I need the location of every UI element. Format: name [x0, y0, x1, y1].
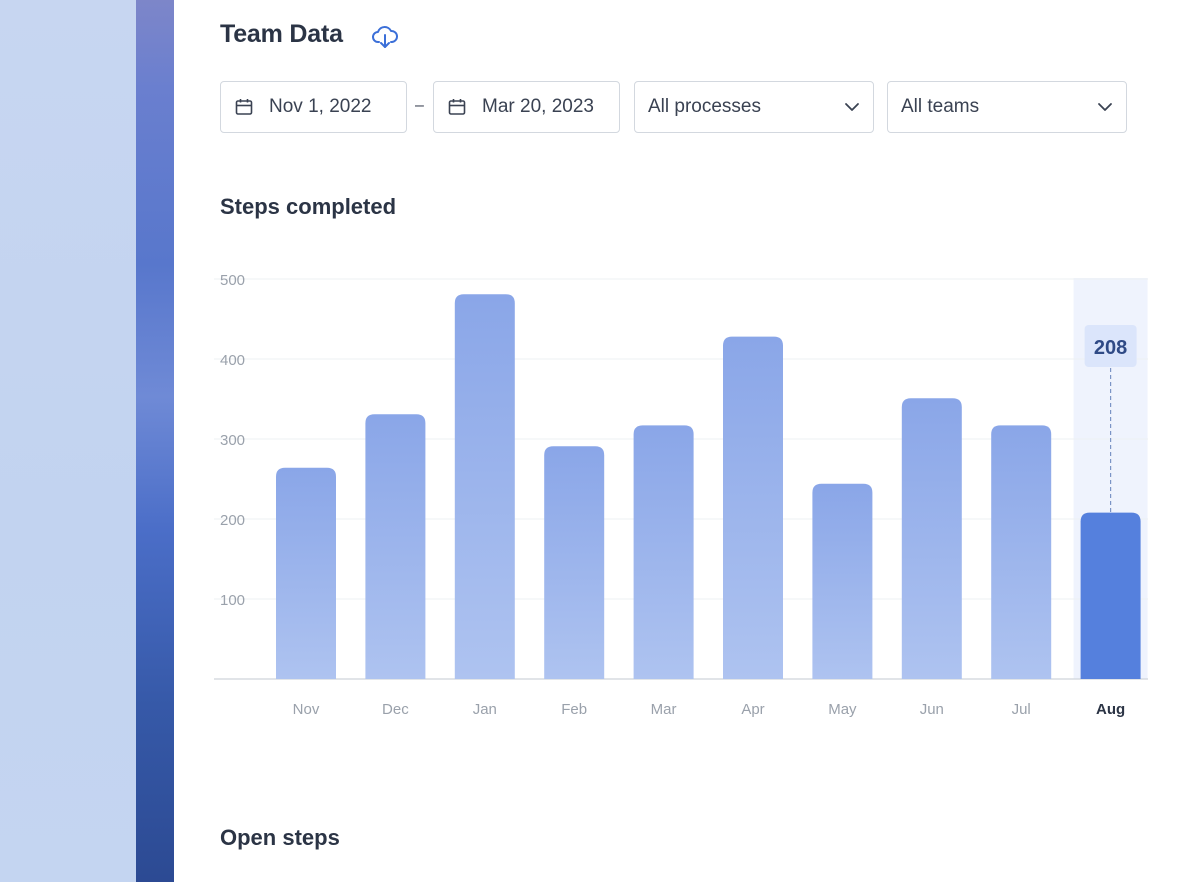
bar-jun — [901, 398, 962, 679]
x-tick-label: Jun — [920, 701, 944, 718]
bar-feb — [544, 446, 605, 679]
bar-jan — [454, 294, 515, 679]
x-tick-label: Feb — [561, 701, 587, 718]
x-tick-label: Jan — [473, 701, 497, 718]
x-tick-label: Mar — [651, 701, 677, 718]
team-select-value: All teams — [901, 96, 980, 117]
bar-jul — [991, 425, 1052, 679]
end-date-value: Mar 20, 2023 — [482, 96, 594, 117]
process-select[interactable]: All processes — [634, 81, 874, 133]
bar-apr — [723, 336, 783, 679]
y-tick-label: 500 — [220, 272, 245, 289]
page-title: Team Data — [220, 20, 343, 48]
calendar-icon — [448, 99, 466, 115]
x-tick-label: Aug — [1096, 701, 1125, 718]
start-date-field[interactable]: Nov 1, 2022 — [220, 81, 407, 133]
x-tick-label: May — [828, 701, 857, 718]
steps-completed-chart: 100 200 300 400 500 Nov Dec Jan Feb Mar Apr May Jun J… — [174, 250, 1190, 750]
tooltip-box — [1084, 325, 1137, 367]
bar-chart: 100 200 300 400 500 Nov Dec Jan Feb Mar Apr May Jun J… — [214, 272, 1148, 718]
cloud-download-icon[interactable] — [370, 22, 400, 52]
left-background-panel — [0, 0, 136, 882]
end-date-field[interactable]: Mar 20, 2023 — [433, 81, 620, 133]
sidebar-gradient-strip — [136, 0, 174, 882]
y-tick-label: 100 — [220, 592, 245, 609]
x-tick-label: Jul — [1012, 701, 1031, 718]
steps-completed-title: Steps completed — [220, 194, 397, 219]
y-tick-label: 400 — [220, 352, 245, 369]
bar-mar — [633, 425, 694, 679]
bar-nov — [276, 467, 336, 679]
calendar-icon — [235, 99, 253, 115]
date-range-separator: – — [415, 97, 424, 114]
x-tick-label: Dec — [382, 701, 409, 718]
start-date-value: Nov 1, 2022 — [269, 96, 372, 117]
process-select-value: All processes — [648, 96, 761, 117]
bar-dec — [365, 414, 426, 679]
main-content: Team Data Nov 1, 2022 – Mar 20, 2023 All… — [174, 0, 1190, 882]
bar-aug — [1080, 512, 1141, 679]
tooltip-value: 208 — [1094, 337, 1127, 359]
x-tick-label: Apr — [741, 701, 764, 718]
chevron-down-icon — [1098, 103, 1112, 111]
bar-may — [812, 483, 873, 679]
y-tick-label: 300 — [220, 432, 245, 449]
team-select[interactable]: All teams — [887, 81, 1127, 133]
open-steps-title: Open steps — [220, 825, 340, 850]
x-tick-label: Nov — [293, 701, 320, 718]
chevron-down-icon — [845, 103, 859, 111]
y-tick-label: 200 — [220, 512, 245, 529]
